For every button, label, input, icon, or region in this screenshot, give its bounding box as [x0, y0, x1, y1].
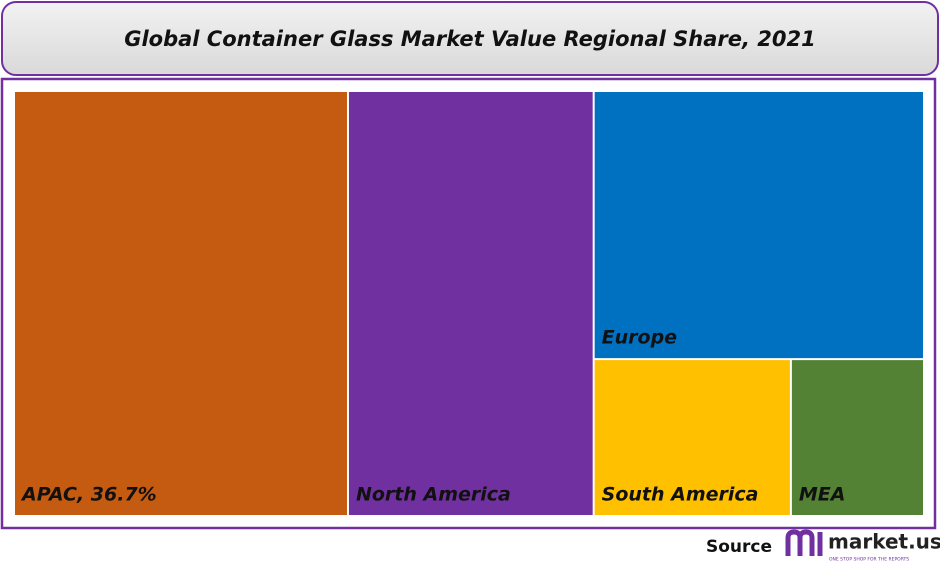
title-box [1, 1, 939, 76]
tile [348, 92, 593, 515]
source-label: Source [706, 537, 772, 557]
tagline: ONE STOP SHOP FOR THE REPORTS [829, 557, 909, 563]
tile-label: APAC, 36.7% [20, 484, 157, 506]
tile-label: MEA [799, 484, 846, 506]
logo-stroke [797, 529, 815, 556]
treemap: APAC, 36.7% North America Europe South Amer… [15, 92, 923, 515]
tile [594, 360, 790, 515]
tile-label: South America [602, 484, 759, 506]
logo-icon [785, 529, 823, 556]
tile-label: North America [356, 484, 511, 506]
brand: market.us [828, 530, 940, 554]
tile [791, 360, 923, 515]
chart-title: Global Container Glass Market Value Regi… [124, 27, 816, 51]
tile-label: Europe [602, 327, 678, 349]
tile [15, 92, 347, 515]
tile [594, 92, 923, 359]
